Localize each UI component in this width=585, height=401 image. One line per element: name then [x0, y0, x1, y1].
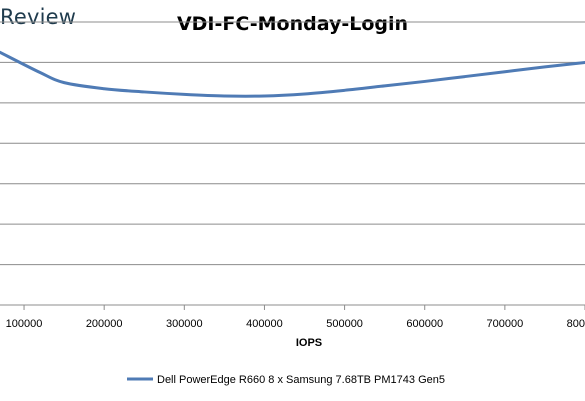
x-tick-label-4: 500000 [326, 318, 363, 330]
series-layer [0, 50, 585, 98]
x-tick-label-3: 400000 [246, 318, 283, 330]
x-tick-label-7: 800000 [567, 318, 585, 330]
x-axis [0, 304, 585, 310]
gridlines [0, 21, 585, 266]
x-axis-title: IOPS [296, 337, 322, 349]
x-tick-label-1: 200000 [86, 318, 123, 330]
watermark-logo: Review [0, 5, 77, 29]
series-line-0 [0, 50, 585, 98]
x-tick-label-0: 100000 [6, 318, 43, 330]
x-tick-label-5: 600000 [406, 318, 443, 330]
x-tick-label-2: 300000 [166, 318, 203, 330]
chart-title: VDI-FC-Monday-Login [176, 13, 409, 35]
x-tick-labels: 100000 200000 300000 400000 500000 600000 7000… [6, 318, 585, 330]
legend: Dell PowerEdge R660 8 x Samsung 7.68TB P… [127, 374, 445, 386]
legend-label: Dell PowerEdge R660 8 x Samsung 7.68TB P… [157, 374, 445, 386]
x-tick-label-6: 700000 [487, 318, 524, 330]
